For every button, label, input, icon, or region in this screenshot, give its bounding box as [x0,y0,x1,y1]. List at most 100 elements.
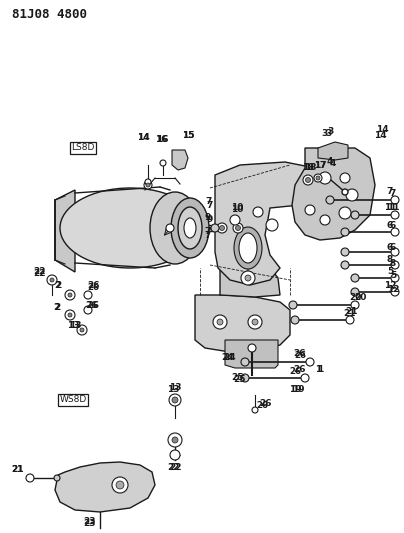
Text: 23: 23 [84,519,96,528]
Text: 18: 18 [302,164,314,173]
Text: 15: 15 [182,132,194,141]
Circle shape [170,450,180,460]
Circle shape [166,224,174,232]
Circle shape [306,358,314,366]
Circle shape [233,223,243,233]
Text: 26: 26 [86,301,98,310]
Polygon shape [55,462,155,512]
Text: 6: 6 [387,243,393,252]
Text: 5: 5 [390,271,396,279]
Text: 6: 6 [390,221,396,230]
Circle shape [47,275,57,285]
Circle shape [320,215,330,225]
Circle shape [391,288,399,296]
Circle shape [230,215,240,225]
Circle shape [391,196,399,204]
Polygon shape [215,162,315,285]
Text: 5: 5 [387,268,393,277]
Text: 23: 23 [84,518,96,527]
Circle shape [26,474,34,482]
Circle shape [351,301,359,309]
Circle shape [50,278,54,282]
Circle shape [217,319,223,325]
Circle shape [68,293,72,297]
Text: 2: 2 [53,303,59,312]
Text: 13: 13 [167,385,179,394]
Text: 7: 7 [387,188,393,197]
Ellipse shape [150,192,200,264]
Circle shape [391,228,399,236]
Text: 14: 14 [137,133,149,142]
Text: 26: 26 [294,366,306,375]
Text: 12: 12 [387,286,399,295]
Text: 20: 20 [349,294,361,303]
Circle shape [391,274,399,282]
Circle shape [391,261,399,269]
Text: 4: 4 [327,157,333,166]
Circle shape [340,173,350,183]
Text: 2: 2 [54,281,60,290]
Text: 19: 19 [292,385,304,394]
Circle shape [391,211,399,219]
Circle shape [248,315,262,329]
Circle shape [68,313,72,317]
Text: 1: 1 [315,366,321,375]
Text: 26: 26 [289,367,301,376]
Circle shape [112,477,128,493]
Text: 21: 21 [12,465,24,474]
Circle shape [319,172,331,184]
Circle shape [172,437,178,443]
Polygon shape [292,148,375,240]
Circle shape [316,176,320,180]
Text: 9: 9 [207,215,213,224]
Circle shape [213,315,227,329]
Text: 22: 22 [167,464,179,472]
Text: 1: 1 [317,366,323,375]
Circle shape [346,189,358,201]
Text: 26: 26 [259,399,271,408]
Text: 26: 26 [87,282,99,292]
Circle shape [391,248,399,256]
Circle shape [160,160,166,166]
Text: 7: 7 [207,200,213,209]
Text: 10: 10 [231,204,243,213]
Circle shape [301,374,309,382]
Ellipse shape [239,233,257,263]
Circle shape [341,228,349,236]
Text: 18: 18 [304,164,316,173]
Text: WS8D: WS8D [59,395,86,405]
Circle shape [252,407,258,413]
Text: 3: 3 [325,128,331,138]
Circle shape [314,174,322,182]
Text: 21: 21 [346,308,358,317]
Circle shape [241,271,255,285]
Text: 22: 22 [34,268,46,277]
Text: 25: 25 [231,374,243,383]
Text: 26: 26 [256,400,268,409]
Circle shape [266,219,278,231]
Text: 13: 13 [69,320,81,329]
Text: 17: 17 [314,160,326,169]
Text: LS8D: LS8D [72,143,95,152]
Text: 24: 24 [224,353,236,362]
Circle shape [211,224,219,232]
Text: 26: 26 [87,302,99,311]
Circle shape [236,225,240,230]
Text: 19: 19 [289,385,301,394]
Text: 20: 20 [354,294,366,303]
Circle shape [341,248,349,256]
Circle shape [346,316,354,324]
Circle shape [144,181,152,189]
Circle shape [172,397,178,403]
Ellipse shape [178,207,202,249]
Circle shape [253,207,263,217]
Circle shape [84,291,92,299]
Circle shape [341,261,349,269]
Polygon shape [172,150,188,170]
Circle shape [289,301,297,309]
Circle shape [241,374,249,382]
Circle shape [305,205,315,215]
Text: 6: 6 [390,244,396,253]
Text: 26: 26 [294,351,306,359]
Text: 26: 26 [87,281,99,290]
